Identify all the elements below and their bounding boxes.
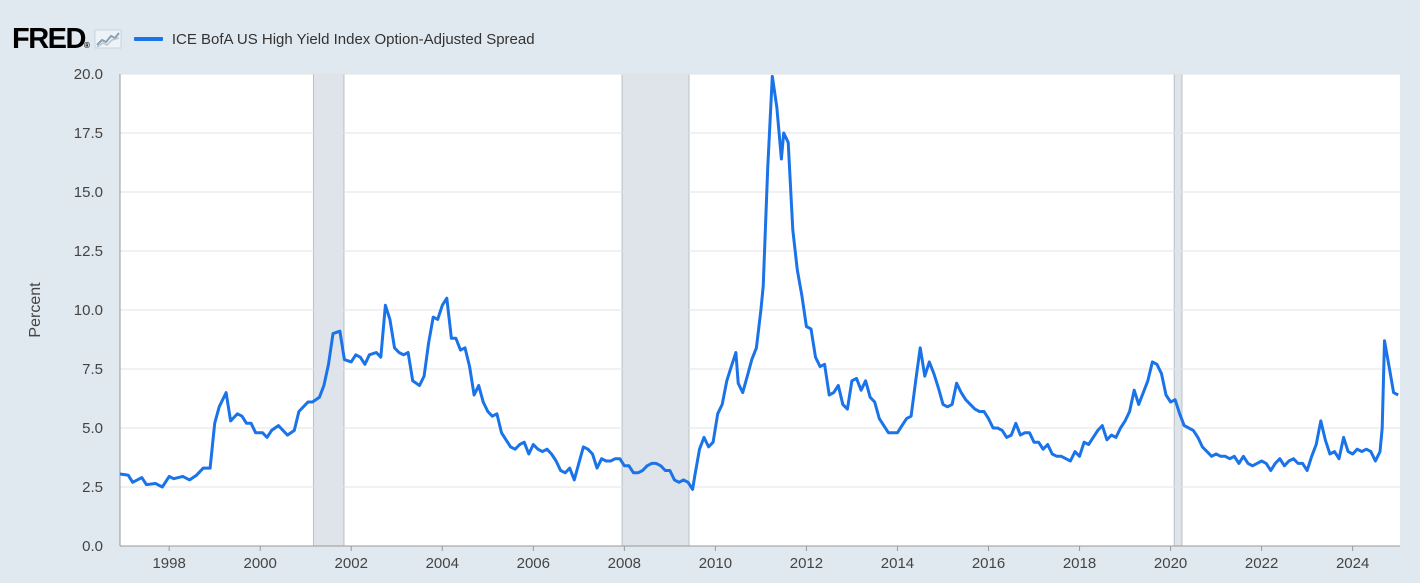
fred-logo[interactable]: FRED: [12, 22, 86, 55]
y-tick-label: 12.5: [74, 243, 103, 260]
x-tick-label: 2014: [881, 555, 914, 572]
y-tick-label: 15.0: [74, 184, 103, 201]
series-line-0[interactable]: [119, 74, 1399, 491]
x-tick-label: 1998: [152, 555, 185, 572]
x-tick-label: 2022: [1245, 555, 1278, 572]
series-layer: [119, 74, 1399, 491]
y-tick-label: 5.0: [82, 420, 103, 437]
x-tick-label: 2004: [426, 555, 459, 572]
y-tick-label: 0.0: [82, 538, 103, 555]
legend-swatch: [133, 37, 163, 41]
y-axis-ticks: 0.0 2.5 5.0 7.5 10.0 12.5 15.0 17.5 20.0: [74, 66, 103, 555]
x-tick-label: 2006: [517, 555, 550, 572]
x-tick-label: 2016: [972, 555, 1005, 572]
x-tick-label: 2020: [1154, 555, 1187, 572]
x-tick-label: 2000: [244, 555, 277, 572]
x-tick-label: 2008: [608, 555, 641, 572]
x-tick-label: 2024: [1336, 555, 1369, 572]
fred-registered-mark: ®: [83, 41, 90, 50]
y-tick-label: 20.0: [74, 66, 103, 83]
x-tick-label: 2002: [335, 555, 368, 572]
x-tick-label: 2012: [790, 555, 823, 572]
line-graph-icon: [94, 29, 122, 49]
x-axis-ticks: 1998 2000 2002 2004 2006 2008 2010 2012 2014 2016…: [152, 546, 1369, 572]
x-tick-label: 2018: [1063, 555, 1096, 572]
y-tick-label: 17.5: [74, 125, 103, 142]
y-tick-label: 10.0: [74, 302, 103, 319]
y-tick-label: 2.5: [82, 479, 103, 496]
x-tick-label: 2010: [699, 555, 732, 572]
y-axis-label: Percent: [27, 282, 44, 338]
chart-header: FRED ® ICE BofA US High Yield Index Opti…: [12, 22, 535, 56]
legend-label[interactable]: ICE BofA US High Yield Index Option-Adju…: [171, 30, 535, 48]
y-tick-label: 7.5: [82, 361, 103, 378]
